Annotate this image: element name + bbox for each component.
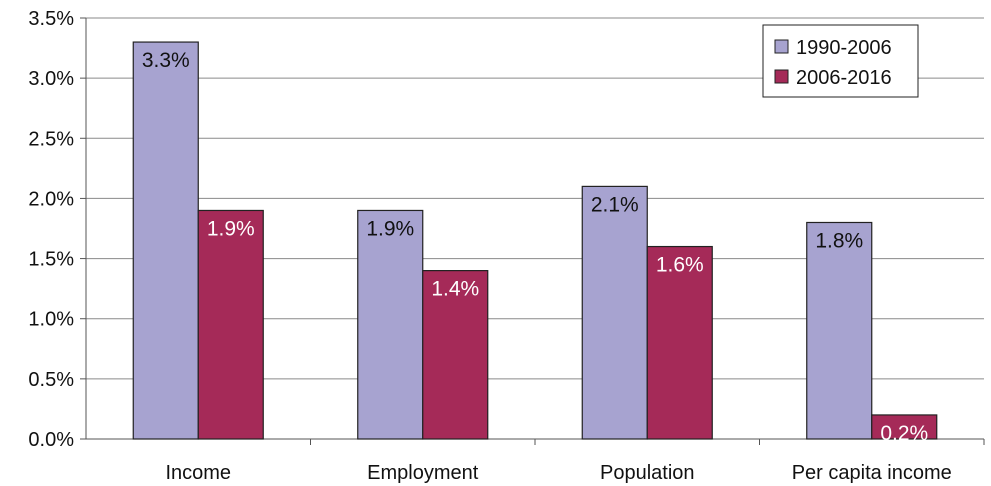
bar-1990-2006-employment	[357, 209, 424, 440]
data-label: 1.4%	[431, 278, 479, 301]
axes: 0.0% 0.5% 1.0% 1.5% 2.0% 2.5% 3.0% 3.5% Income Em…	[28, 8, 985, 484]
data-label: 0.2%	[880, 422, 928, 445]
y-tick-label: 1.5%	[28, 249, 74, 271]
y-tick-label: 3.5%	[28, 8, 74, 30]
data-label: 1.8%	[815, 229, 863, 252]
x-tick-label: Income	[165, 462, 231, 484]
data-labels: 3.3% 1.9% 1.9% 1.4% 2.1% 1.6% 1.8% 0.2%	[142, 49, 928, 445]
x-tick-label: Per capita income	[792, 462, 952, 484]
bar-2006-2016-per-capita-income	[871, 414, 938, 440]
legend-swatch	[774, 69, 789, 84]
bars	[132, 41, 938, 440]
y-tick-label: 2.0%	[28, 188, 74, 210]
y-tick-label: 0.5%	[28, 369, 74, 391]
bar-1990-2006-population	[581, 185, 648, 440]
legend-label: 2006-2016	[796, 67, 892, 89]
legend-box	[762, 24, 919, 98]
bar-1990-2006-per-capita-income	[806, 221, 873, 440]
y-tick-label: 3.0%	[28, 68, 74, 90]
data-label: 1.9%	[366, 217, 414, 240]
legend: 1990-2006 2006-2016	[762, 24, 919, 98]
data-label: 1.6%	[656, 254, 704, 277]
y-tick-label: 0.0%	[28, 429, 74, 451]
data-label: 3.3%	[142, 49, 190, 72]
x-tick-label: Employment	[367, 462, 479, 484]
legend-label: 1990-2006	[796, 37, 892, 59]
x-tick-label: Population	[600, 462, 695, 484]
data-label: 1.9%	[207, 217, 255, 240]
y-tick-label: 1.0%	[28, 309, 74, 331]
bar-2006-2016-income	[197, 209, 264, 440]
data-label: 2.1%	[591, 193, 639, 216]
y-tick-label: 2.5%	[28, 128, 74, 150]
legend-swatch	[774, 39, 789, 54]
bar-1990-2006-income	[132, 41, 199, 440]
bar-2006-2016-population	[646, 245, 713, 440]
bar-2006-2016-employment	[422, 270, 489, 440]
